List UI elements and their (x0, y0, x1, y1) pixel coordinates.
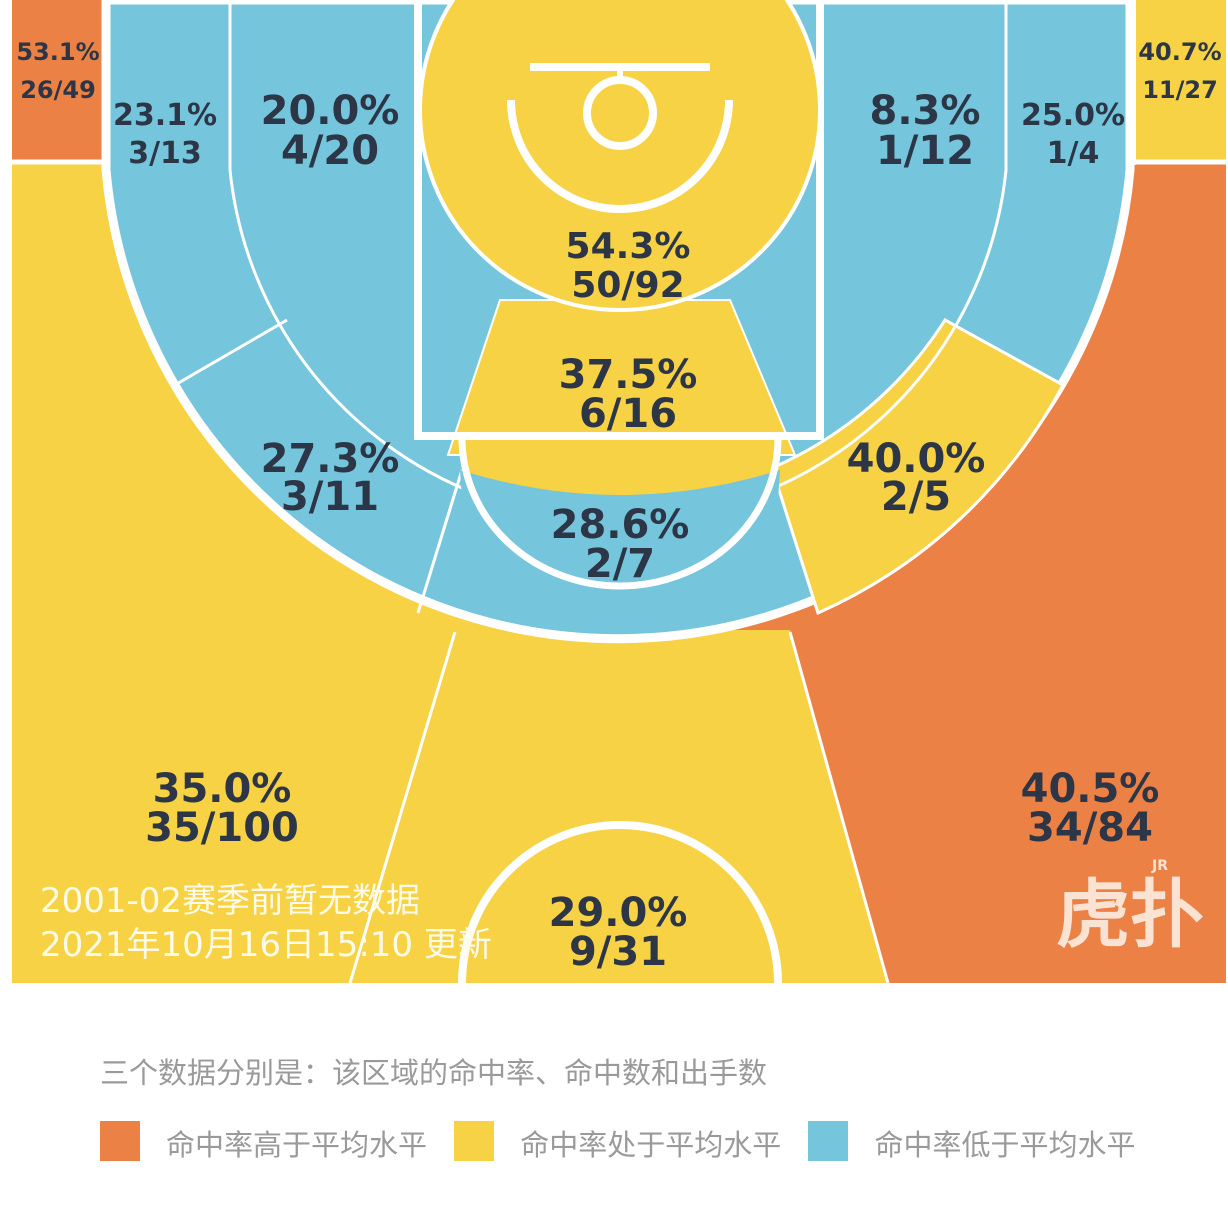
rim-icon (583, 76, 657, 150)
svg-text:28.6%: 28.6% (551, 502, 690, 548)
label-paint-non-ra: 37.5% 6/16 (559, 352, 698, 437)
legend-item-above-avg: 命中率高于平均水平 (100, 1121, 454, 1162)
label-right-wing-long-2: 25.0% 1/4 (1021, 98, 1125, 171)
svg-text:40.5%: 40.5% (1021, 766, 1160, 812)
yellow-swatch-icon (454, 1121, 495, 1161)
svg-text:20.0%: 20.0% (261, 88, 400, 134)
svg-text:34/84: 34/84 (1027, 805, 1153, 851)
label-right-baseline-mid: 8.3% 1/12 (870, 88, 981, 174)
svg-text:26/49: 26/49 (20, 76, 96, 104)
shot-chart-court: 53.1% 26/49 40.7% 11/27 23.1% 3/13 20.0%… (12, 0, 1226, 983)
svg-text:6/16: 6/16 (579, 391, 677, 437)
svg-text:40.7%: 40.7% (1138, 38, 1221, 66)
label-left-baseline-mid: 20.0% 4/20 (261, 88, 400, 174)
legend: 命中率高于平均水平 命中率处于平均水平 命中率低于平均水平 (100, 1112, 1160, 1178)
svg-text:40.0%: 40.0% (847, 436, 986, 482)
label-left-wing-long-2: 23.1% 3/13 (113, 98, 217, 171)
zone-restricted-area[interactable] (418, 0, 822, 312)
label-left-corner-3: 53.1% 26/49 (16, 38, 99, 104)
svg-text:35.0%: 35.0% (153, 766, 292, 812)
svg-text:3/13: 3/13 (128, 136, 202, 171)
restricted-arc (507, 99, 733, 213)
svg-text:25.0%: 25.0% (1021, 98, 1125, 133)
legend-item-below-avg: 命中率低于平均水平 (808, 1121, 1153, 1162)
svg-text:1/4: 1/4 (1047, 136, 1100, 171)
label-top-key-long-2: 28.6% 2/7 (551, 502, 690, 587)
zone-left-corner-3[interactable] (12, 0, 104, 160)
label-restricted-area: 54.3% 50/92 (566, 226, 691, 306)
svg-text:4/20: 4/20 (281, 128, 379, 174)
svg-text:JR: JR (1151, 858, 1168, 874)
svg-text:2/7: 2/7 (585, 541, 655, 587)
label-top-3: 29.0% 9/31 (549, 890, 688, 975)
svg-text:8.3%: 8.3% (870, 88, 981, 134)
svg-text:35/100: 35/100 (145, 805, 299, 851)
blue-swatch-icon (808, 1121, 849, 1161)
legend-item-avg: 命中率处于平均水平 (454, 1121, 808, 1162)
svg-text:9/31: 9/31 (569, 929, 667, 975)
svg-text:37.5%: 37.5% (559, 352, 698, 398)
label-right-corner-3: 40.7% 11/27 (1138, 38, 1221, 104)
svg-text:3/11: 3/11 (281, 474, 379, 520)
svg-text:53.1%: 53.1% (16, 38, 99, 66)
svg-text:1/12: 1/12 (876, 128, 974, 174)
svg-text:50/92: 50/92 (571, 265, 684, 306)
no-data-note: 2001-02赛季前暂无数据 (40, 881, 420, 921)
svg-text:2/5: 2/5 (881, 474, 951, 520)
svg-text:虎扑: 虎扑 (1056, 872, 1204, 958)
legend-caption: 三个数据分别是：该区域的命中率、命中数和出手数 (100, 1056, 768, 1090)
svg-text:54.3%: 54.3% (566, 226, 691, 267)
svg-text:11/27: 11/27 (1142, 76, 1218, 104)
label-right-wing-3: 40.5% 34/84 (1021, 766, 1160, 851)
zone-right-corner-3[interactable] (1134, 0, 1226, 160)
label-left-elbow-long-2: 27.3% 3/11 (261, 436, 400, 520)
label-right-elbow-long-2: 40.0% 2/5 (847, 436, 986, 520)
hupu-logo-icon: 虎扑 JR (1056, 858, 1204, 958)
svg-text:27.3%: 27.3% (261, 436, 400, 482)
svg-text:23.1%: 23.1% (113, 98, 217, 133)
label-left-wing-3: 35.0% 35/100 (145, 766, 299, 851)
svg-text:29.0%: 29.0% (549, 890, 688, 936)
orange-swatch-icon (100, 1121, 140, 1161)
update-time-note: 2021年10月16日15:10 更新 (40, 925, 492, 965)
zone-right-elbow-long-2[interactable] (770, 318, 1066, 616)
